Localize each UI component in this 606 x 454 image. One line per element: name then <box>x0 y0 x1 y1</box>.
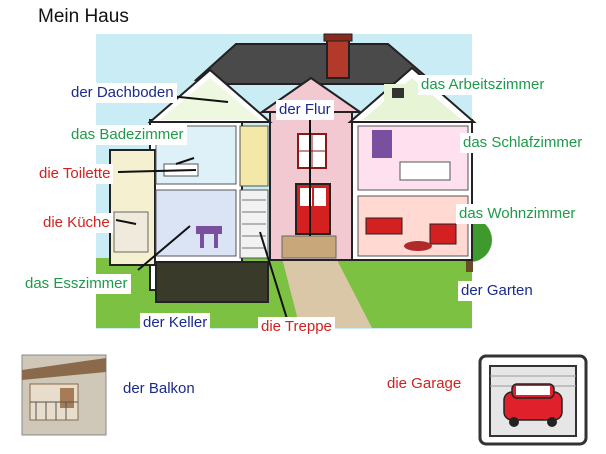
entry-mat <box>281 235 337 259</box>
page-title: Mein Haus <box>38 6 129 27</box>
garden-path <box>282 258 372 328</box>
chimney <box>326 37 350 79</box>
label-balkon: der Balkon <box>120 379 198 399</box>
label-dachboden: der Dachboden <box>68 83 177 103</box>
sofa <box>365 217 403 235</box>
basement <box>155 261 269 303</box>
dining-room <box>155 189 237 257</box>
roof <box>193 43 433 85</box>
kitchen <box>113 211 149 253</box>
label-kueche: die Küche <box>40 213 113 233</box>
label-badezimmer: das Badezimmer <box>68 125 187 145</box>
label-wohnzimmer: das Wohnzimmer <box>456 204 579 224</box>
label-toilette: die Toilette <box>36 164 114 184</box>
label-garten: der Garten <box>458 281 536 301</box>
label-garage: die Garage <box>384 374 465 394</box>
label-esszimmer: das Esszimmer <box>22 274 131 294</box>
label-flur: der Flur <box>276 100 334 120</box>
label-arbeitszimmer: das Arbeitszimmer <box>418 75 548 95</box>
label-keller: der Keller <box>140 313 211 333</box>
label-schlafzimmer: das Schlafzimmer <box>460 133 586 153</box>
label-treppe: die Treppe <box>258 317 335 337</box>
